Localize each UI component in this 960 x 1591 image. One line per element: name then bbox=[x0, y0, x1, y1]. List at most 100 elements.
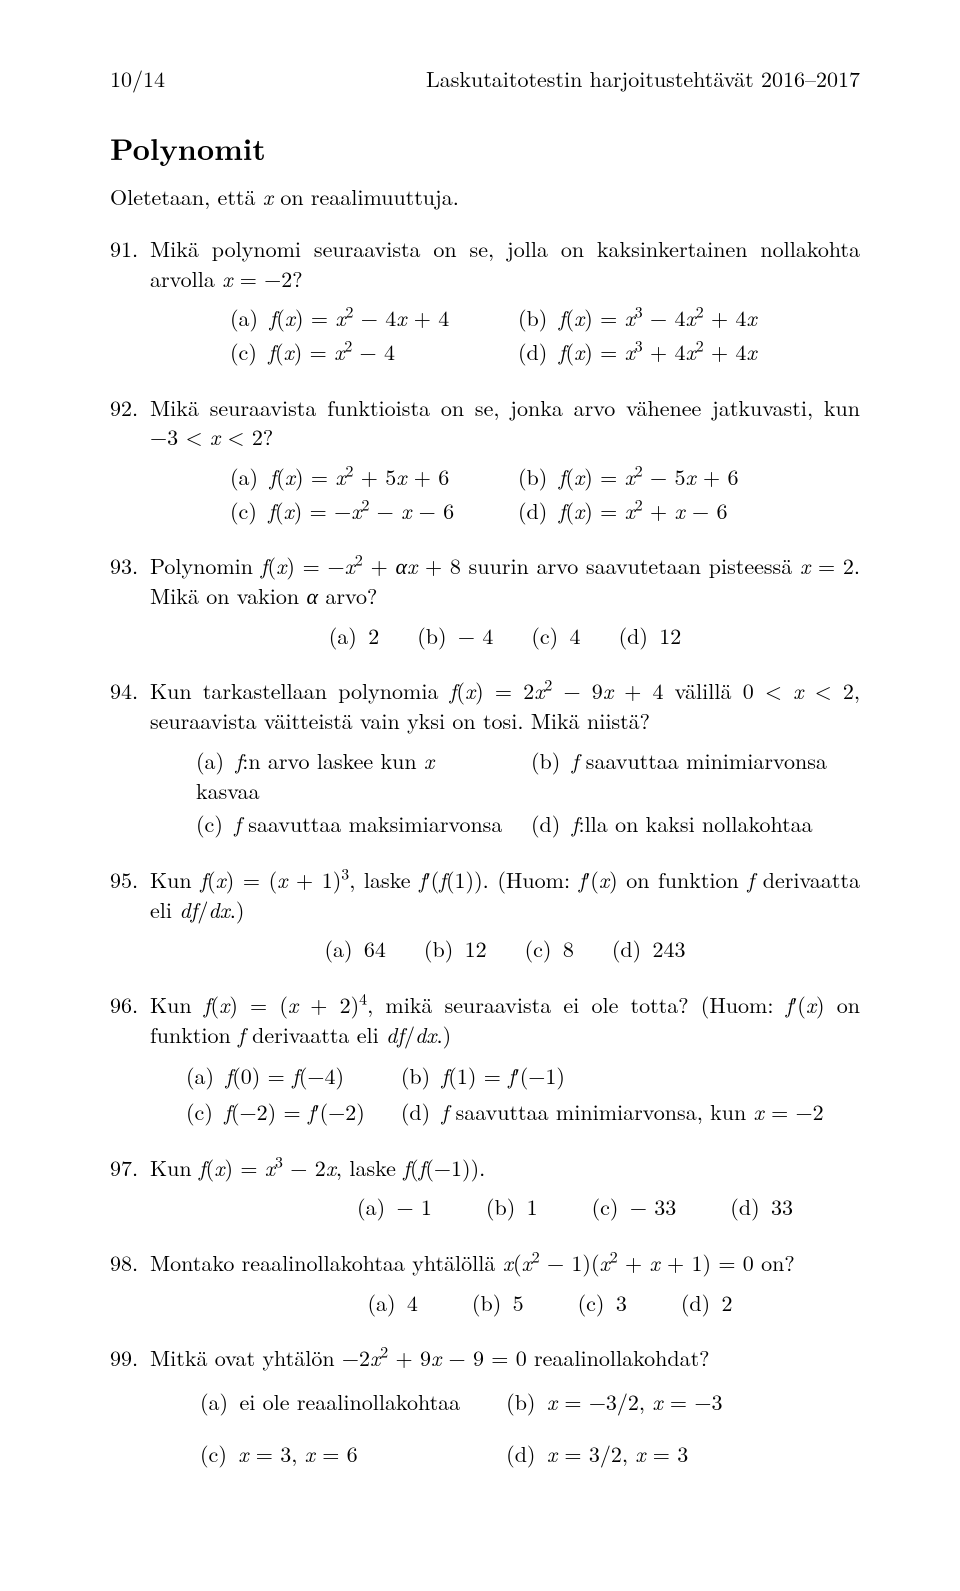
problem-text: Montako reaalinollakohtaa yhtälöllä x(x2… bbox=[150, 1248, 860, 1278]
problem-text: Kun f(x) = (x + 1)3, laske f′(f(1)). (Hu… bbox=[150, 865, 860, 924]
choice-set: (a) ei ole reaalinollakohtaa (b) x = −3/2… bbox=[200, 1387, 860, 1468]
problem-text: Kun tarkastellaan polynomia f(x) = 2x2 −… bbox=[150, 676, 860, 735]
choice: (d) f:lla on kaksi nollakohtaa bbox=[531, 809, 840, 839]
choice: (b) 12 bbox=[424, 934, 487, 964]
choice: (c) f(x) = x2 − 4 bbox=[230, 337, 492, 367]
choice-label: (a) bbox=[196, 745, 224, 776]
choice-label: (b) bbox=[472, 1287, 501, 1318]
choice: (c) 4 bbox=[531, 621, 580, 651]
choice-label: (b) bbox=[506, 1386, 535, 1417]
choice-label: (a) bbox=[230, 302, 258, 333]
problem: Kun f(x) = x3 − 2x, laske f(f(−1)). (a) −… bbox=[110, 1153, 860, 1222]
choice-label: (a) bbox=[329, 620, 357, 651]
choice-label: (a) bbox=[186, 1060, 214, 1091]
choice: (d) 2 bbox=[681, 1288, 733, 1318]
problem-text: Kun f(x) = x3 − 2x, laske f(f(−1)). bbox=[150, 1153, 860, 1183]
problem: Polynomin f(x) = −x2 + αx + 8 suurin arv… bbox=[110, 551, 860, 650]
choice-label: (c) bbox=[592, 1191, 619, 1222]
problem-text: Mikä seuraavista funktioista on se, jonk… bbox=[150, 393, 860, 452]
choice-label: (c) bbox=[196, 808, 223, 839]
problem-list: Mikä polynomi seuraavista on se, jolla o… bbox=[110, 234, 860, 1469]
choice-set: (a) 2 (b) − 4 (c) 4 (d) 12 bbox=[150, 621, 860, 651]
choice: (a) f(0) = f(−4) bbox=[186, 1061, 365, 1091]
page: 10/14 Laskutaitotestin harjoitustehtävät… bbox=[0, 0, 960, 1591]
running-title: Laskutaitotestin harjoitustehtävät 2016–… bbox=[426, 64, 860, 94]
choice-label: (a) bbox=[200, 1386, 228, 1417]
problem: Mikä polynomi seuraavista on se, jolla o… bbox=[110, 234, 860, 367]
choice-set: (a) f:n arvo laskee kun x kasvaa(b) f sa… bbox=[196, 746, 840, 839]
choice: (b) f saavuttaa minimiarvonsa bbox=[531, 746, 840, 805]
choice: (b) 5 bbox=[472, 1288, 524, 1318]
choice: (a) 64 bbox=[324, 934, 385, 964]
choice-label: (b) bbox=[417, 620, 446, 651]
problem: Montako reaalinollakohtaa yhtälöllä x(x2… bbox=[110, 1248, 860, 1317]
choice-label: (c) bbox=[230, 495, 257, 526]
choice-label: (a) bbox=[357, 1191, 385, 1222]
choice: (b) x = −3/2, x = −3 bbox=[506, 1387, 722, 1417]
choice-label: (a) bbox=[324, 933, 352, 964]
choice-set: (a) f(x) = x2 + 5x + 6 (b) f(x) = x2 − 5x… bbox=[230, 462, 780, 525]
choice-set: (a) − 1 (b) 1 (c) − 33 (d) 33 bbox=[290, 1192, 860, 1222]
page-number: 10/14 bbox=[110, 64, 165, 94]
choice: (d) f(x) = x2 + x − 6 bbox=[518, 496, 780, 526]
choice-label: (d) bbox=[506, 1438, 535, 1469]
choice: (c) − 33 bbox=[592, 1192, 677, 1222]
problem-text: Mikä polynomi seuraavista on se, jolla o… bbox=[150, 234, 860, 293]
choice-label: (d) bbox=[612, 933, 641, 964]
choice-set: (a) f(x) = x2 − 4x + 4(b) f(x) = x3 − 4x… bbox=[230, 303, 780, 366]
choice-label: (d) bbox=[518, 495, 547, 526]
choice: (c) f(x) = −x2 − x − 6 bbox=[230, 496, 492, 526]
choice: (d) 12 bbox=[619, 621, 682, 651]
choice-set: (a) 64 (b) 12 (c) 8 (d) 243 bbox=[150, 934, 860, 964]
choice-label: (b) bbox=[424, 933, 453, 964]
choice-label: (c) bbox=[525, 933, 552, 964]
problem-text: Kun f(x) = (x + 2)4, mikä seuraavista ei… bbox=[150, 990, 860, 1049]
choice: (d) 243 bbox=[612, 934, 686, 964]
choice-label: (c) bbox=[531, 620, 558, 651]
choice-label: (d) bbox=[401, 1096, 430, 1127]
choice: (b) f(x) = x2 − 5x + 6 bbox=[518, 462, 780, 492]
choice: (c) 3 bbox=[578, 1288, 627, 1318]
choice-label: (c) bbox=[200, 1438, 227, 1469]
choice: (c) f(−2) = f′(−2) bbox=[186, 1097, 365, 1127]
choice: (b) − 4 bbox=[417, 621, 493, 651]
choice: (b) 1 bbox=[486, 1192, 538, 1222]
choice: (d) 33 bbox=[730, 1192, 793, 1222]
choice: (c) 8 bbox=[525, 934, 574, 964]
problem-text: Polynomin f(x) = −x2 + αx + 8 suurin arv… bbox=[150, 551, 860, 610]
choice-label: (c) bbox=[230, 336, 257, 367]
problem: Kun f(x) = (x + 1)3, laske f′(f(1)). (Hu… bbox=[110, 865, 860, 964]
choice: (a) f(x) = x2 + 5x + 6 bbox=[230, 462, 492, 492]
choice-set: (a) f(0) = f(−4)(b) f(1) = f′(−1)(c) f(−… bbox=[186, 1061, 860, 1126]
running-head: 10/14 Laskutaitotestin harjoitustehtävät… bbox=[110, 64, 860, 94]
choice-label: (a) bbox=[367, 1287, 395, 1318]
section-heading: Polynomit bbox=[110, 128, 860, 169]
choice: (a) 4 bbox=[367, 1288, 417, 1318]
choice-label: (b) bbox=[486, 1191, 515, 1222]
choice-label: (d) bbox=[730, 1191, 759, 1222]
choice: (d) f saavuttaa minimiarvonsa, kun x = −… bbox=[401, 1097, 824, 1127]
choice: (a) 2 bbox=[329, 621, 379, 651]
choice: (d) f(x) = x3 + 4x2 + 4x bbox=[518, 337, 780, 367]
choice-label: (b) bbox=[401, 1060, 430, 1091]
choice: (b) f(x) = x3 − 4x2 + 4x bbox=[518, 303, 780, 333]
choice-label: (d) bbox=[531, 808, 560, 839]
problem-text: Mitkä ovat yhtälön −2x2 + 9x − 9 = 0 rea… bbox=[150, 1343, 860, 1373]
choice: (a) ei ole reaalinollakohtaa bbox=[200, 1387, 460, 1417]
problem: Mitkä ovat yhtälön −2x2 + 9x − 9 = 0 rea… bbox=[110, 1343, 860, 1468]
choice-set: (a) 4 (b) 5 (c) 3 (d) 2 bbox=[240, 1288, 860, 1318]
choice-label: (b) bbox=[518, 302, 547, 333]
problem: Kun f(x) = (x + 2)4, mikä seuraavista ei… bbox=[110, 990, 860, 1127]
choice-label: (c) bbox=[578, 1287, 605, 1318]
choice: (c) x = 3, x = 6 bbox=[200, 1439, 460, 1469]
choice-label: (d) bbox=[681, 1287, 710, 1318]
choice-label: (d) bbox=[518, 336, 547, 367]
choice-label: (b) bbox=[531, 745, 560, 776]
problem: Mikä seuraavista funktioista on se, jonk… bbox=[110, 393, 860, 526]
problem: Kun tarkastellaan polynomia f(x) = 2x2 −… bbox=[110, 676, 860, 838]
choice-label: (d) bbox=[619, 620, 648, 651]
choice: (c) f saavuttaa maksimiarvonsa bbox=[196, 809, 505, 839]
choice: (a) − 1 bbox=[357, 1192, 432, 1222]
choice-label: (a) bbox=[230, 461, 258, 492]
choice-label: (c) bbox=[186, 1096, 213, 1127]
